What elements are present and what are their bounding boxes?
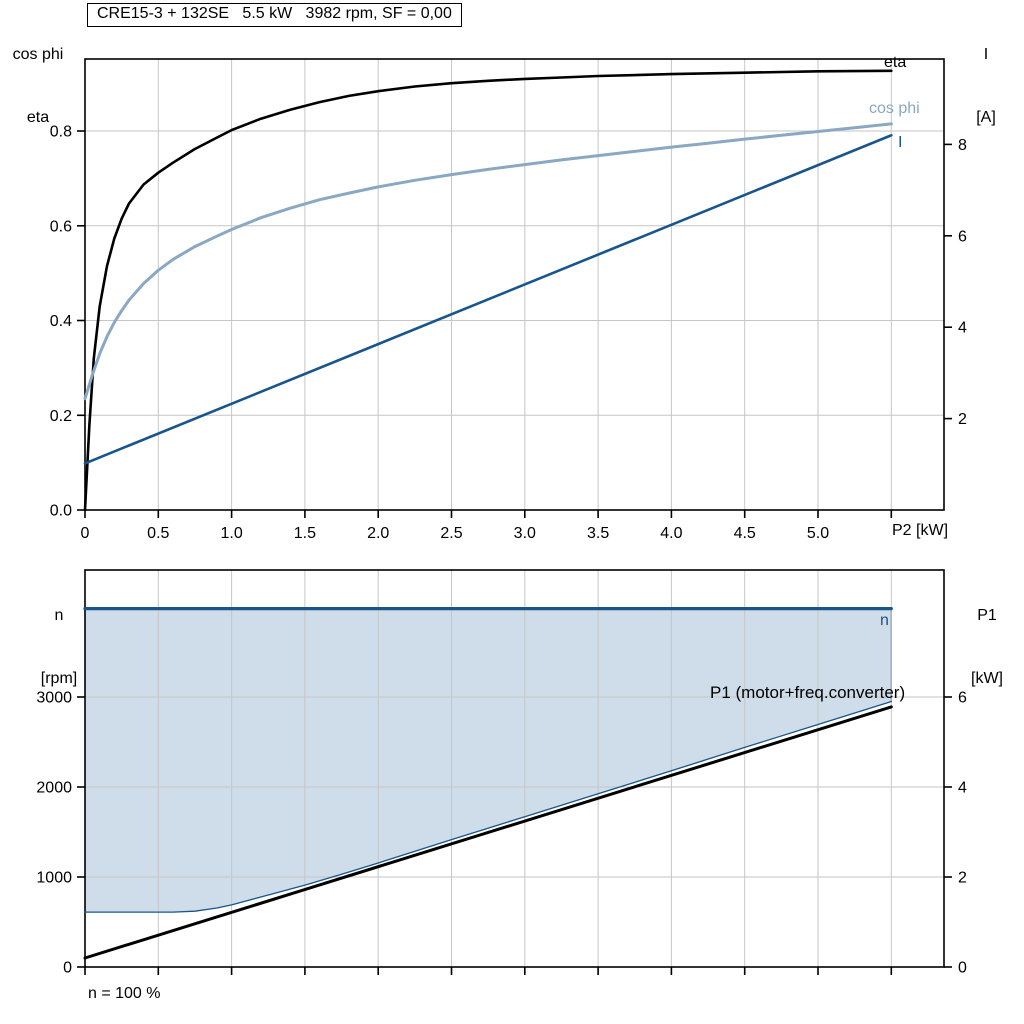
right-tick-label: 8 xyxy=(958,137,967,154)
right-tick-label: 4 xyxy=(958,780,967,797)
right-tick-label: 4 xyxy=(958,320,967,337)
bottom-chart-right-axis-title: P1 [kW] xyxy=(958,563,1016,731)
speed-footnote: n = 100 % xyxy=(88,985,161,1002)
right-tick-label: 2 xyxy=(958,411,967,428)
gridlines xyxy=(85,570,944,967)
x-axis-label: P2 [kW] xyxy=(892,522,949,539)
chart-bottom: 0 1000 2000 3000 0 2 4 6 xyxy=(36,569,967,977)
right-tick-label: 2 xyxy=(958,870,967,887)
x-tick-label: 1.0 xyxy=(220,525,242,542)
right-tick-label: 6 xyxy=(958,228,967,245)
axis-title-p1-unit: [kW] xyxy=(971,670,1003,687)
axis-title-p1: P1 xyxy=(977,607,997,624)
series-eta xyxy=(83,69,893,512)
x-tick-label: 1.5 xyxy=(294,525,316,542)
bottom-chart-left-axis-title: n [rpm] xyxy=(30,563,88,731)
x-tick-label: 3.5 xyxy=(587,525,609,542)
left-tick-label: 0.8 xyxy=(50,124,72,141)
x-tick-label: 2.5 xyxy=(440,525,462,542)
gridlines xyxy=(85,59,944,510)
x-tick-label: 4.5 xyxy=(734,525,756,542)
curve-label-speed: n xyxy=(880,612,889,629)
top-chart-right-axis-title: I [A] xyxy=(958,2,1014,170)
left-tick-label: 0 xyxy=(63,960,72,977)
curve-label-current: I xyxy=(898,134,903,151)
axis-title-speed-unit: [rpm] xyxy=(40,670,78,687)
left-tick-label: 1000 xyxy=(36,870,72,887)
axis-title-current-unit: [A] xyxy=(976,109,996,126)
x-tick-label: 0 xyxy=(81,525,90,542)
right-tick-label: 0 xyxy=(958,960,967,977)
top-chart-left-axis-title: cos phi eta xyxy=(6,2,70,170)
axis-ticks xyxy=(77,696,952,975)
speed-range-fill xyxy=(85,608,892,913)
x-tick-label: 5.0 xyxy=(807,525,829,542)
left-tick-label: 0.0 xyxy=(50,503,72,520)
chart-top: 0.0 0.2 0.4 0.6 0.8 2 4 6 8 0 0.5 1.0 1.5 2.0 2.5 3.0 3.… xyxy=(50,58,967,543)
axis-title-cos-phi: cos phi xyxy=(12,46,64,63)
curve-label-eta: eta xyxy=(884,54,907,71)
left-tick-label: 0.6 xyxy=(50,218,72,235)
left-tick-label: 0.4 xyxy=(50,313,72,330)
series-cos-phi xyxy=(83,122,893,401)
left-tick-label: 2000 xyxy=(36,780,72,797)
series-p1-lower xyxy=(84,700,892,913)
x-tick-label: 4.0 xyxy=(660,525,682,542)
axis-title-speed: n xyxy=(54,607,64,624)
axis-ticks xyxy=(77,130,952,518)
axis-tick-labels: 0 1000 2000 3000 0 2 4 6 xyxy=(36,690,967,977)
plot-frame xyxy=(84,569,945,968)
plot-frame xyxy=(84,58,945,511)
series-p1-total xyxy=(83,705,893,960)
x-tick-label: 0.5 xyxy=(147,525,169,542)
axis-title-eta: eta xyxy=(26,109,50,126)
x-tick-label: 3.0 xyxy=(514,525,536,542)
curve-label-p1-total: P1 (motor+freq.converter) xyxy=(710,683,906,702)
curve-label-cos-phi: cos phi xyxy=(869,100,920,117)
chart-title: CRE15-3 + 132SE 5.5 kW 3982 rpm, SF = 0,… xyxy=(87,3,462,27)
axis-tick-labels: 0.0 0.2 0.4 0.6 0.8 2 4 6 8 0 0.5 1.0 1.5 2.0 2.5 3.0 3.… xyxy=(50,124,967,543)
right-tick-label: 6 xyxy=(958,690,967,707)
axis-title-current: I xyxy=(983,46,989,63)
x-tick-label: 2.0 xyxy=(367,525,389,542)
left-tick-label: 0.2 xyxy=(50,408,72,425)
left-tick-label: 3000 xyxy=(36,690,72,707)
series-current xyxy=(83,134,893,465)
